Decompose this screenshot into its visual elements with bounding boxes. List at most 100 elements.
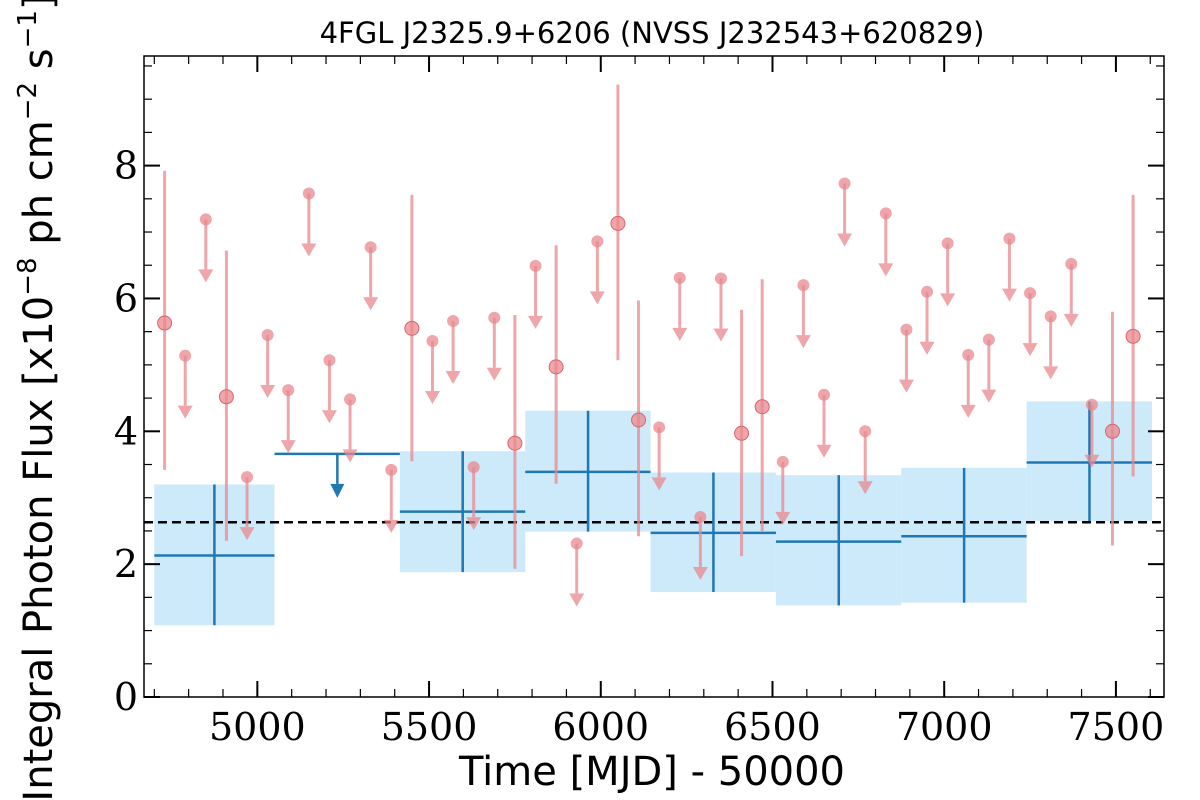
long-bin-upper-limit-arrow [330, 483, 345, 498]
upper-limit-marker [859, 425, 872, 438]
upper-limit-marker [323, 354, 336, 367]
x-axis-title: Time [MJD] - 50000 [458, 749, 845, 795]
upper-limit-marker [591, 235, 604, 248]
upper-limit-marker [653, 421, 666, 434]
upper-limit-arrow [898, 379, 914, 393]
y-axis-title: Integral Photon Flux [x10−8 ph cm−2 s−1] [13, 0, 62, 800]
short-bin-series [157, 84, 1141, 607]
upper-limit-arrow [260, 384, 276, 398]
x-tick-label: 6500 [724, 705, 821, 749]
data-point [734, 425, 750, 441]
upper-limit-marker [900, 323, 913, 336]
upper-limit-arrow [569, 593, 585, 607]
upper-limit-arrow [940, 293, 956, 307]
upper-limit-arrow [363, 297, 379, 311]
upper-limit-arrow [445, 371, 461, 385]
upper-limit-arrow [713, 328, 729, 342]
upper-limit-arrow [837, 233, 853, 247]
y-tick-label: 4 [114, 409, 138, 453]
y-tick-label: 6 [114, 276, 138, 320]
upper-limit-marker [261, 328, 274, 341]
upper-limit-marker [962, 348, 975, 361]
plot-frame [143, 55, 1165, 698]
upper-limit-marker [199, 213, 212, 226]
upper-limit-arrow [981, 389, 997, 403]
upper-limit-marker [921, 285, 934, 298]
upper-limit-marker [879, 207, 892, 220]
upper-limit-arrow [775, 511, 791, 525]
data-point [631, 412, 647, 428]
upper-limit-marker [1003, 232, 1016, 245]
data-point [157, 315, 173, 331]
upper-limit-arrow [466, 517, 482, 531]
upper-limit-marker [385, 463, 398, 476]
upper-limit-arrow [321, 410, 337, 424]
upper-limit-marker [344, 393, 357, 406]
x-tick-label: 5500 [381, 705, 478, 749]
data-point [218, 389, 234, 405]
upper-limit-marker [179, 349, 192, 362]
upper-limit-arrow [424, 390, 440, 404]
upper-limit-marker [570, 537, 583, 550]
upper-limit-arrow [1063, 313, 1079, 327]
upper-limit-marker [364, 241, 377, 254]
upper-limit-marker [694, 510, 707, 523]
upper-limit-marker [302, 187, 315, 200]
upper-limit-arrow [1084, 454, 1100, 468]
upper-limit-arrow [672, 327, 688, 341]
upper-limit-marker [1065, 257, 1078, 270]
axis-ticks: 5000 5500 6000 6500 7000 7500 0 2 4 6 8 [114, 56, 1164, 749]
y-axis-title-mid: ph cm [16, 120, 62, 257]
x-tick-label: 7500 [1068, 705, 1165, 749]
long-bin-bands [154, 401, 1152, 626]
data-point [754, 399, 770, 415]
upper-limit-marker [1085, 398, 1098, 411]
y-tick-label: 8 [114, 144, 138, 188]
upper-limit-marker [714, 272, 727, 285]
upper-limit-marker [982, 333, 995, 346]
upper-limit-arrow [528, 315, 544, 329]
upper-limit-arrow [1022, 343, 1038, 357]
y-tick-label: 2 [114, 542, 138, 586]
upper-limit-marker [1024, 287, 1037, 300]
upper-limit-arrow [795, 335, 811, 349]
upper-limit-arrow [857, 481, 873, 495]
upper-limit-arrow [177, 405, 193, 419]
upper-limit-arrow [589, 291, 605, 305]
upper-limit-marker [488, 311, 501, 324]
upper-limit-arrow [198, 269, 214, 283]
upper-limit-arrow [383, 519, 399, 533]
upper-limit-marker [282, 384, 295, 397]
upper-limit-arrow [692, 566, 708, 580]
upper-limit-arrow [960, 404, 976, 418]
upper-limit-arrow [280, 440, 296, 454]
upper-limit-marker [838, 177, 851, 190]
y-axis-title-exp3: −1 [13, 10, 43, 48]
data-point [404, 320, 420, 336]
x-tick-label: 5000 [209, 705, 306, 749]
y-axis-title-end: ] [16, 0, 62, 10]
y-tick-label: 0 [114, 675, 138, 719]
upper-limit-marker [447, 315, 460, 328]
upper-limit-arrow [486, 367, 502, 381]
data-point [610, 215, 626, 231]
data-point [1104, 423, 1120, 439]
upper-limit-arrow [1001, 288, 1017, 302]
upper-limit-marker [241, 471, 254, 484]
y-axis-title-mid2: s [16, 48, 62, 82]
upper-limit-arrow [651, 477, 667, 491]
upper-limit-arrow [878, 263, 894, 277]
chart-title: 4FGL J2325.9+6206 (NVSS J232543+620829) [320, 16, 985, 50]
upper-limit-arrow [1043, 366, 1059, 380]
upper-limit-arrow [816, 444, 832, 458]
y-axis-title-exp2: −2 [13, 82, 43, 120]
upper-limit-marker [797, 279, 810, 292]
upper-limit-arrow [919, 341, 935, 355]
data-point [1125, 328, 1141, 344]
plot-axes [143, 55, 1165, 698]
y-axis-title-exp1: −8 [13, 257, 43, 295]
upper-limit-arrow [342, 449, 358, 463]
x-tick-label: 7000 [896, 705, 993, 749]
upper-limit-marker [673, 271, 686, 284]
